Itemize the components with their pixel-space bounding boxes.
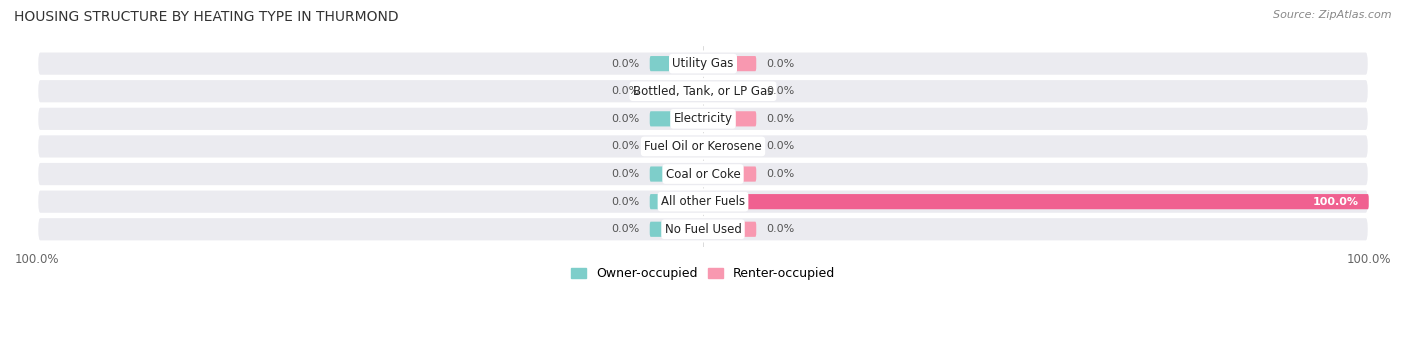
Text: Utility Gas: Utility Gas bbox=[672, 57, 734, 70]
Text: Source: ZipAtlas.com: Source: ZipAtlas.com bbox=[1274, 10, 1392, 20]
FancyBboxPatch shape bbox=[703, 56, 756, 71]
Text: Coal or Coke: Coal or Coke bbox=[665, 167, 741, 180]
Text: 0.0%: 0.0% bbox=[766, 169, 794, 179]
FancyBboxPatch shape bbox=[650, 139, 703, 154]
Text: 0.0%: 0.0% bbox=[612, 142, 640, 151]
Text: 0.0%: 0.0% bbox=[612, 169, 640, 179]
FancyBboxPatch shape bbox=[37, 79, 1369, 103]
FancyBboxPatch shape bbox=[703, 111, 756, 127]
FancyBboxPatch shape bbox=[650, 84, 703, 99]
Text: 0.0%: 0.0% bbox=[612, 224, 640, 234]
FancyBboxPatch shape bbox=[703, 166, 756, 182]
FancyBboxPatch shape bbox=[37, 51, 1369, 76]
Legend: Owner-occupied, Renter-occupied: Owner-occupied, Renter-occupied bbox=[567, 262, 839, 285]
Text: Bottled, Tank, or LP Gas: Bottled, Tank, or LP Gas bbox=[633, 85, 773, 98]
Text: 0.0%: 0.0% bbox=[766, 142, 794, 151]
FancyBboxPatch shape bbox=[703, 194, 1369, 209]
FancyBboxPatch shape bbox=[37, 134, 1369, 159]
FancyBboxPatch shape bbox=[37, 217, 1369, 241]
Text: 0.0%: 0.0% bbox=[612, 114, 640, 124]
Text: 100.0%: 100.0% bbox=[1313, 197, 1358, 207]
Text: 0.0%: 0.0% bbox=[612, 59, 640, 69]
Text: 0.0%: 0.0% bbox=[612, 86, 640, 96]
FancyBboxPatch shape bbox=[650, 222, 703, 237]
FancyBboxPatch shape bbox=[703, 222, 756, 237]
Text: 0.0%: 0.0% bbox=[612, 197, 640, 207]
FancyBboxPatch shape bbox=[650, 56, 703, 71]
Text: No Fuel Used: No Fuel Used bbox=[665, 223, 741, 236]
Text: Fuel Oil or Kerosene: Fuel Oil or Kerosene bbox=[644, 140, 762, 153]
FancyBboxPatch shape bbox=[703, 139, 756, 154]
FancyBboxPatch shape bbox=[650, 194, 703, 209]
FancyBboxPatch shape bbox=[650, 111, 703, 127]
FancyBboxPatch shape bbox=[37, 162, 1369, 186]
Text: 0.0%: 0.0% bbox=[766, 59, 794, 69]
FancyBboxPatch shape bbox=[37, 107, 1369, 131]
Text: All other Fuels: All other Fuels bbox=[661, 195, 745, 208]
FancyBboxPatch shape bbox=[650, 166, 703, 182]
Text: HOUSING STRUCTURE BY HEATING TYPE IN THURMOND: HOUSING STRUCTURE BY HEATING TYPE IN THU… bbox=[14, 10, 399, 24]
Text: 0.0%: 0.0% bbox=[766, 86, 794, 96]
FancyBboxPatch shape bbox=[37, 190, 1369, 214]
Text: Electricity: Electricity bbox=[673, 112, 733, 125]
Text: 0.0%: 0.0% bbox=[766, 224, 794, 234]
Text: 0.0%: 0.0% bbox=[766, 114, 794, 124]
FancyBboxPatch shape bbox=[703, 84, 756, 99]
